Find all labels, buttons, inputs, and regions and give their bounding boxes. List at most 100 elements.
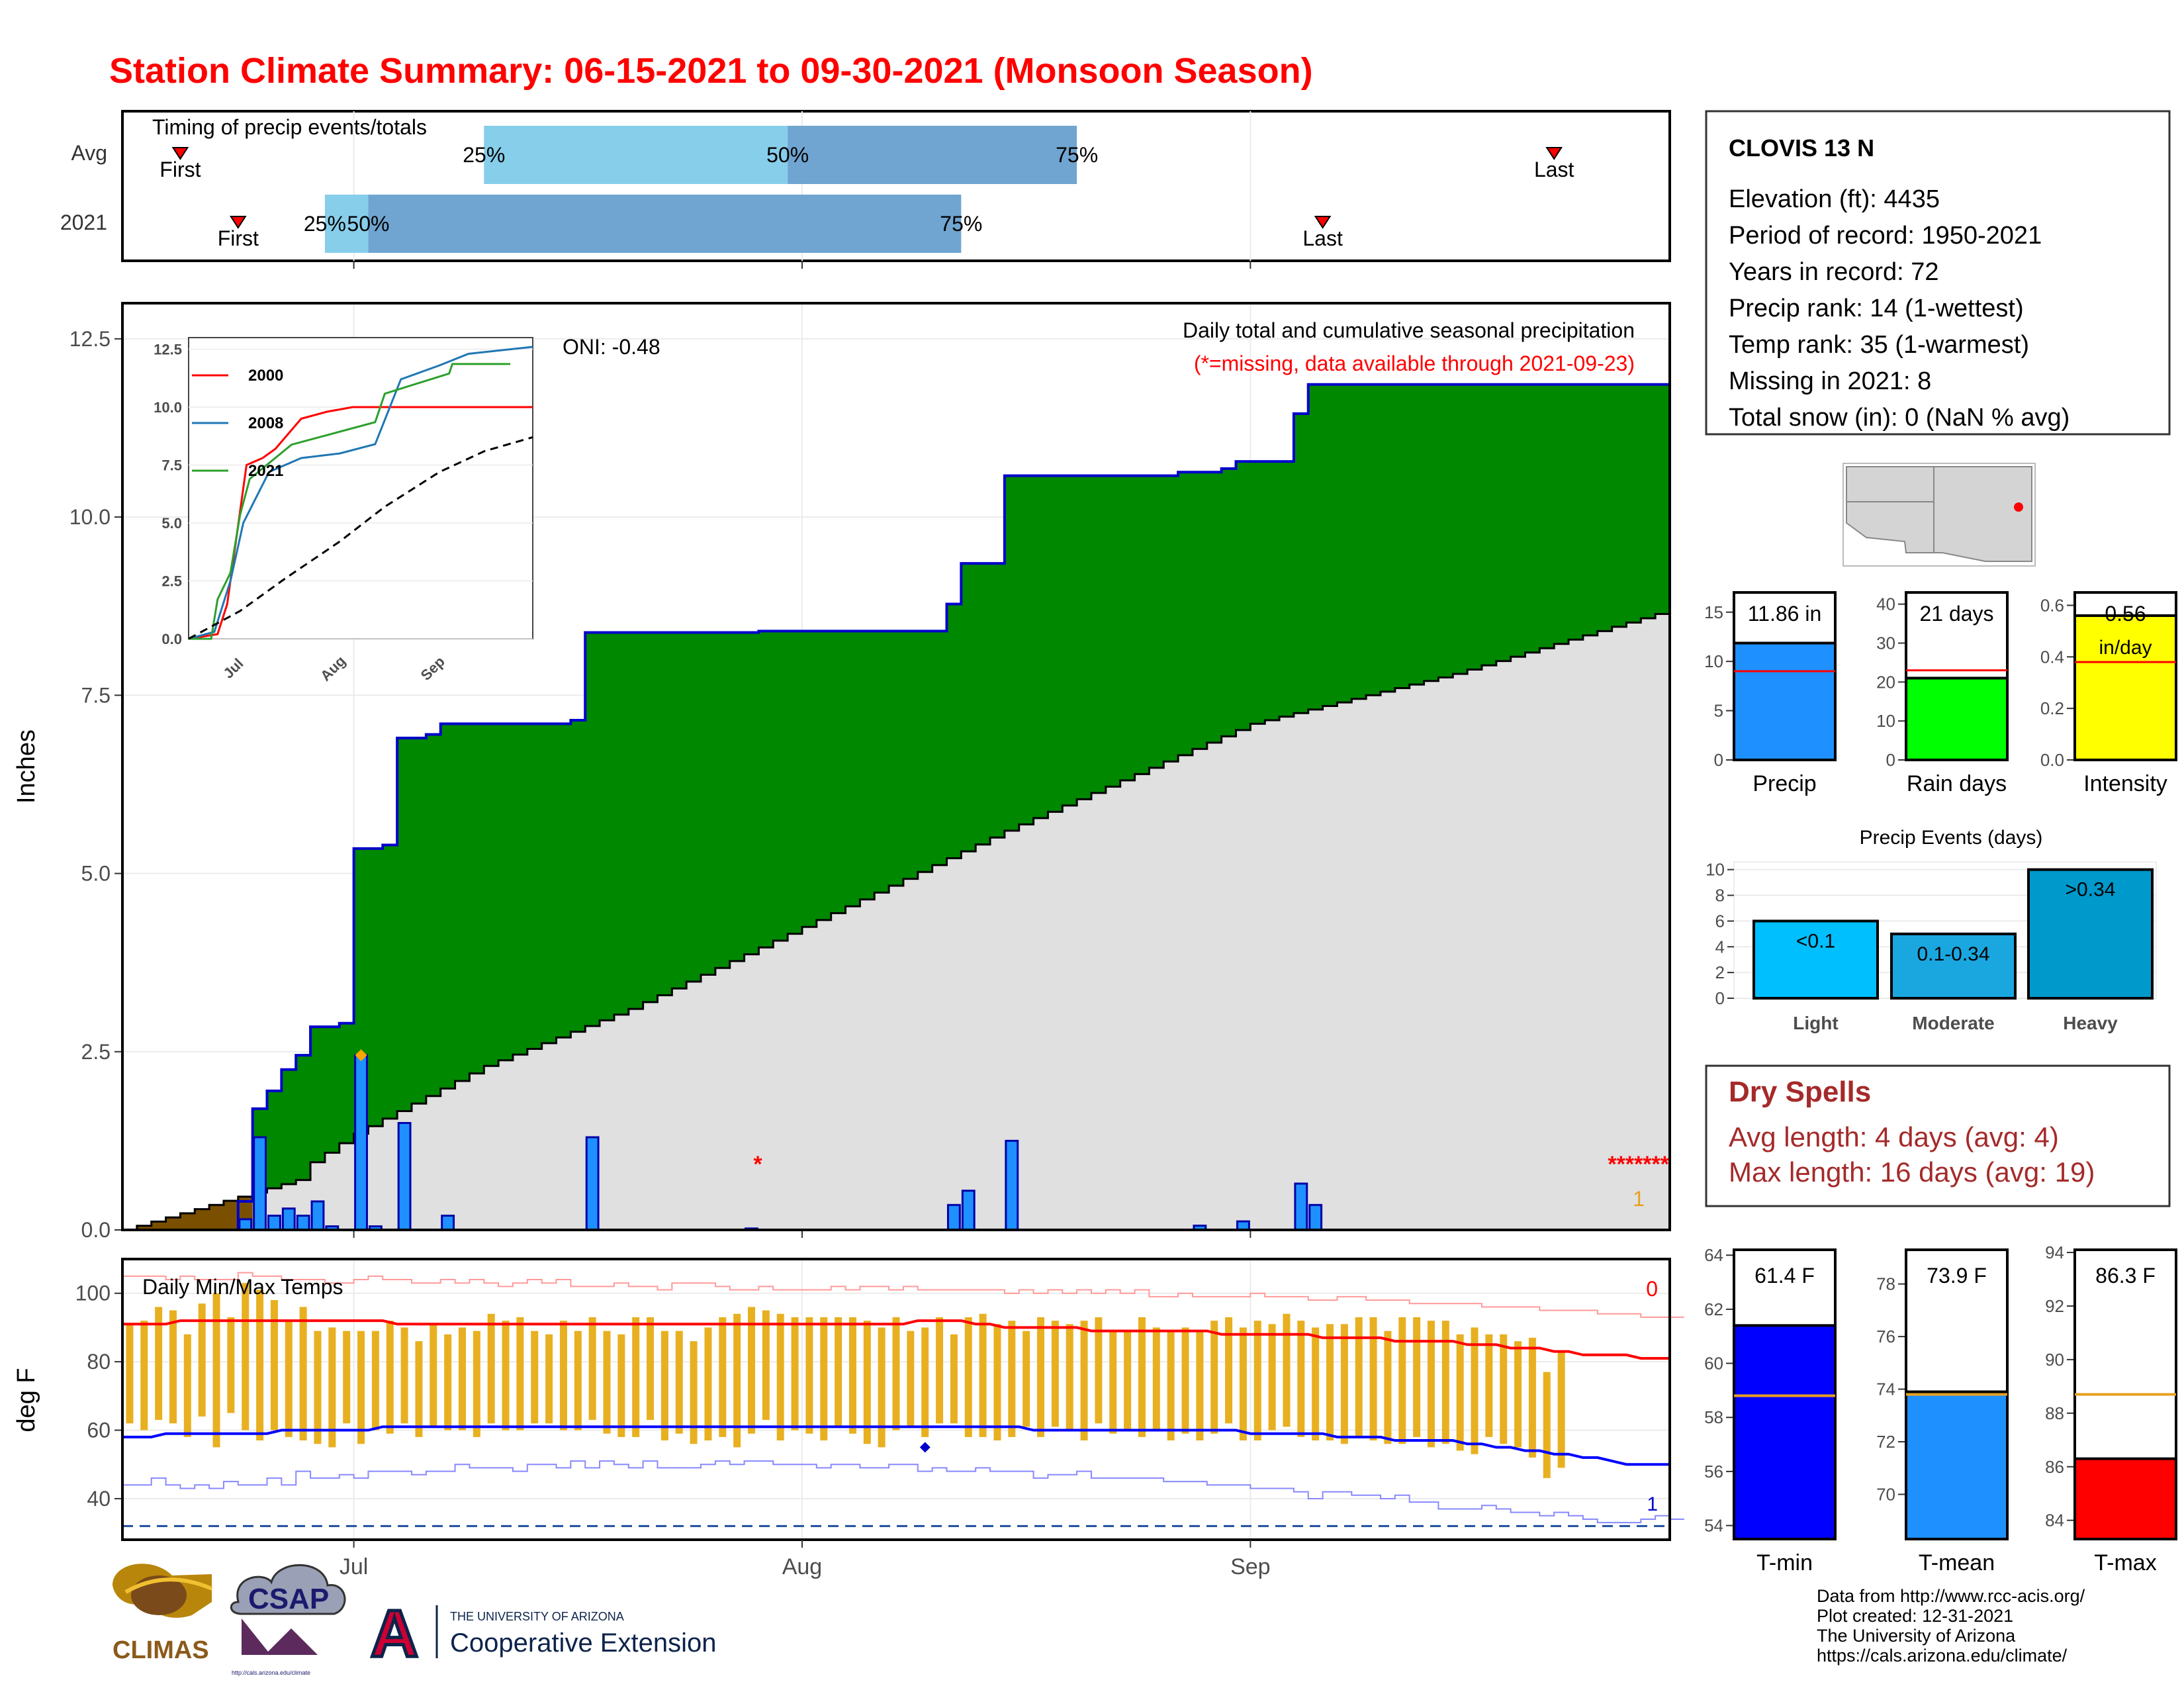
timing-first-label: First <box>159 158 201 181</box>
station-precip-rank: Precip rank: 14 (1-wettest) <box>1729 295 2024 322</box>
daily-precip-bar <box>441 1214 455 1231</box>
credit-data-source: Data from http://www.rcc-acis.org/ <box>1817 1586 2085 1606</box>
events-bar-value: >0.34 <box>2066 879 2116 901</box>
temp-xtick-label: Sep <box>1230 1554 1271 1579</box>
missing-marks: ******* <box>1608 1152 1669 1177</box>
events-ytick-label: 0 <box>1715 988 1725 1008</box>
events-bar-heavy <box>2027 868 2154 1000</box>
precip-ytick-label: 12.5 <box>69 327 111 351</box>
daily-precip-bar <box>1294 1182 1308 1231</box>
ua-logo-big: Cooperative Extension <box>450 1628 716 1658</box>
temp-summary-ytick-label: 72 <box>1876 1432 1895 1452</box>
daily-precip-bar <box>281 1207 296 1231</box>
temp-summary-t-mean: 70 72 74 76 78 73.9 F T-mean <box>1876 1248 2009 1575</box>
timing-quartile-low <box>484 126 788 184</box>
inset-ytick-label: 12.5 <box>154 342 182 358</box>
inset-ytick-label: 0.0 <box>161 631 182 647</box>
inset-ytick-label: 10.0 <box>154 399 182 416</box>
temp-summary-fill <box>1905 1390 2009 1541</box>
temp-summary-ytick-label: 60 <box>1704 1354 1723 1374</box>
missing-single: * <box>753 1152 762 1177</box>
temp-summary-ytick-label: 90 <box>2045 1350 2064 1370</box>
station-location-marker <box>2014 502 2023 512</box>
above-average-area <box>122 384 1670 1230</box>
timing-last-label: Last <box>1302 226 1343 250</box>
station-elevation: Elevation (ft): 4435 <box>1729 185 1940 213</box>
temp-summary-ytick-label: 56 <box>1704 1462 1723 1481</box>
temp-xtick-label: Jul <box>340 1554 368 1579</box>
temp-ylabel: deg F <box>13 1368 40 1432</box>
events-ytick-label: 6 <box>1715 911 1725 931</box>
inset-ytick-label: 7.5 <box>161 457 182 474</box>
temp-summary-ytick-label: 94 <box>2045 1243 2064 1262</box>
temp-summary-ytick-label: 88 <box>2045 1403 2064 1423</box>
events-bar-value: <0.1 <box>1796 930 1835 952</box>
summary-ytick-label: 10 <box>1704 651 1723 671</box>
events-bar-light <box>1752 919 1879 1000</box>
events-ytick-label: 2 <box>1715 962 1725 982</box>
locator-map <box>1843 463 2036 567</box>
dry-spells-box: Dry Spells Avg length: 4 days (avg: 4) M… <box>1705 1064 2171 1207</box>
inset-xtick-label: Jul <box>220 655 246 682</box>
min-temp-marker <box>919 1442 931 1453</box>
summary-ytick-label: 0.2 <box>2040 698 2064 718</box>
summary-bar-fill <box>2073 614 2177 761</box>
precip-subtitle: Daily total and cumulative seasonal prec… <box>1183 318 1635 342</box>
temp-summary-ytick-label: 54 <box>1704 1516 1723 1536</box>
timing-p25-label: 25% <box>304 212 346 236</box>
temp-summary-ytick-label: 84 <box>2045 1511 2064 1530</box>
temp-summary-label: T-mean <box>1919 1550 1995 1575</box>
temp-summary-t-max: 84 86 88 90 92 94 86.3 F T-max <box>2045 1243 2177 1575</box>
precip-ytick-label: 10.0 <box>69 505 111 529</box>
credits: Data from http://www.rcc-acis.org/ Plot … <box>1817 1586 2085 1665</box>
summary-value-unit: in/day <box>2099 637 2152 659</box>
temp-summary-ytick-label: 62 <box>1704 1299 1723 1319</box>
timing-last-marker <box>1314 216 1332 229</box>
summary-bar-fill <box>1905 677 2009 762</box>
dry-spells-title: Dry Spells <box>1729 1076 1871 1108</box>
inset-xtick-label: Sep <box>418 653 448 684</box>
timing-first-marker <box>229 216 247 229</box>
summary-ytick-label: 5 <box>1714 701 1723 721</box>
temp-summary-ytick-label: 58 <box>1704 1407 1723 1427</box>
temp-xtick-label: Aug <box>782 1554 823 1579</box>
temp-summary-ytick-label: 78 <box>1876 1274 1895 1294</box>
credit-plot-created: Plot created: 12-31-2021 <box>1817 1606 2013 1626</box>
climas-logo-text: CLIMAS <box>113 1636 209 1664</box>
daily-precip-bar <box>296 1214 310 1231</box>
daily-precip-bar <box>310 1200 325 1231</box>
timing-quartile-high <box>788 126 1077 184</box>
timing-p75-label: 75% <box>1056 143 1098 167</box>
timing-row-2021: 2021 <box>60 211 107 234</box>
summary-ytick-label: 10 <box>1876 711 1895 731</box>
summary-bar-intensity: 0.0 0.2 0.4 0.6 0.56 in/day Intensity <box>2040 591 2177 796</box>
timing-p75-label: 75% <box>940 212 982 236</box>
daily-precip-bar <box>961 1190 976 1231</box>
temp-label: Daily Min/Max Temps <box>142 1275 343 1299</box>
timing-label: Timing of precip events/totals <box>152 115 427 139</box>
average-cumulative-line <box>122 613 1670 1231</box>
timing-quartile-low <box>324 195 369 253</box>
summary-bar-frame <box>1905 591 2009 680</box>
station-temp-rank: Temp rank: 35 (1-warmest) <box>1729 331 2029 359</box>
daily-precip-bar <box>585 1136 600 1231</box>
station-years: Years in record: 72 <box>1729 258 1939 286</box>
summary-ytick-label: 0.6 <box>2040 595 2064 615</box>
inset-ytick-label: 5.0 <box>161 515 182 532</box>
average-tmax-line <box>122 1319 1670 1360</box>
daily-precip-bar <box>1308 1203 1323 1231</box>
summary-value-label: 0.56 <box>2105 602 2146 626</box>
ua-logo-small: THE UNIVERSITY OF ARIZONA <box>450 1610 624 1623</box>
timing-panel: Timing of precip events/totals Avg 2021 … <box>60 110 1671 269</box>
summary-bar-frame <box>2073 591 2177 618</box>
events-bar-label: Moderate <box>1912 1013 1994 1033</box>
station-info: CLOVIS 13 N Elevation (ft): 4435 Period … <box>1705 110 2171 436</box>
summary-bar-rain-days: 0 10 20 30 40 21 days Rain days <box>1876 591 2009 796</box>
credit-university: The University of Arizona <box>1817 1626 2016 1646</box>
temp-ytick-label: 60 <box>87 1419 111 1442</box>
events-ytick-label: 10 <box>1706 860 1725 880</box>
summary-ytick-label: 30 <box>1876 633 1895 653</box>
average-cumulative-area <box>122 610 1670 1230</box>
max-daily-marker <box>355 1049 367 1062</box>
